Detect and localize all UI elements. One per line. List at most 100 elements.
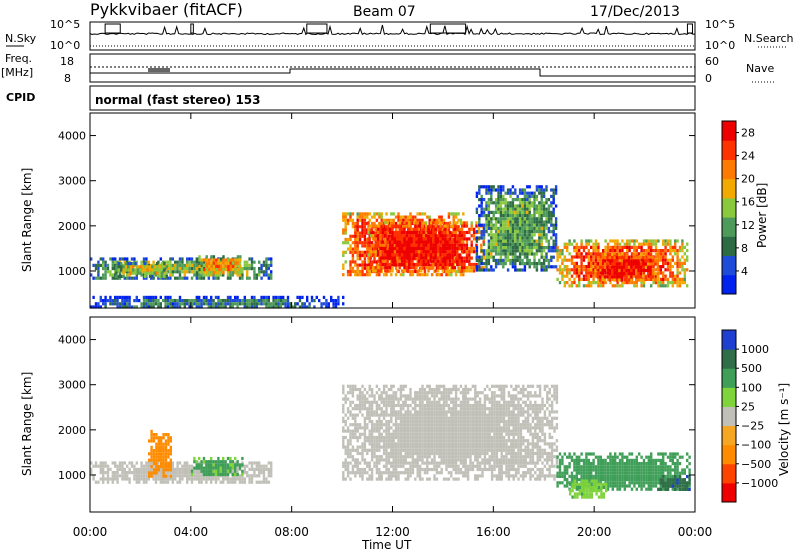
heatmap-cell [391,227,394,231]
heatmap-cell [394,448,398,452]
heatmap-cell [320,305,323,309]
heatmap-cell [592,242,595,246]
heatmap-cell [391,234,394,238]
heatmap-cell [286,295,290,299]
heatmap-cell [480,198,483,202]
heatmap-cell [231,471,234,475]
heatmap-cell [152,305,155,309]
heatmap-cell [128,461,131,465]
heatmap-cell [150,458,153,462]
heatmap-cell [550,220,553,224]
heatmap-cell [627,262,631,266]
heatmap-cell [367,224,370,228]
heatmap-cell [94,305,98,309]
heatmap-cell [358,250,362,254]
heatmap-cell [523,210,527,214]
heatmap-cell [392,394,395,398]
heatmap-cell [140,467,143,471]
heatmap-cell [147,305,150,309]
heatmap-cell [526,217,529,221]
heatmap-cell [174,276,177,280]
heatmap-cell [224,466,227,470]
heatmap-cell [390,461,393,465]
heatmap-cell [205,264,208,268]
heatmap-cell [535,210,539,214]
heatmap-cell [499,223,503,227]
heatmap-cell [511,204,515,208]
heatmap-cell [402,225,405,229]
heatmap-cell [482,266,485,270]
heatmap-cell [121,302,124,306]
heatmap-cell [530,236,534,240]
heatmap-cell [403,259,406,263]
heatmap-cell [650,245,653,249]
heatmap-cell [370,448,374,452]
heatmap-cell [606,252,610,256]
heatmap-cell [478,268,481,272]
heatmap-cell [178,267,182,271]
power-colorbar-tick-label: 20 [741,173,755,186]
heatmap-cell [497,226,500,230]
heatmap-cell [188,474,191,478]
heatmap-cell [157,442,160,446]
heatmap-cell [152,302,155,306]
heatmap-cell [424,243,428,247]
heatmap-cell [210,305,213,309]
heatmap-cell [241,463,244,467]
heatmap-cell [408,253,411,257]
heatmap-cell [152,276,155,280]
heatmap-cell [248,267,251,271]
heatmap-cell [485,249,488,253]
heatmap-cell [485,220,488,224]
heatmap-cell [210,264,213,268]
heatmap-cell [618,258,622,262]
heatmap-cell [518,258,522,262]
heatmap-cell [518,230,522,234]
heatmap-cell [664,274,667,278]
heatmap-cell [618,272,621,276]
heatmap-cell [155,458,158,462]
heatmap-cell [354,225,357,229]
freq-right-tick-bottom: 0 [705,72,712,85]
heatmap-cell [657,249,660,253]
heatmap-cell [408,266,411,270]
heatmap-cell [683,271,686,275]
heatmap-cell [344,448,347,452]
heatmap-cell [229,299,232,303]
heatmap-cell [135,480,138,484]
heatmap-cell [502,185,505,189]
heatmap-cell [556,255,559,259]
heatmap-cell [434,227,437,231]
heatmap-cell [611,259,614,263]
heatmap-cell [514,188,517,192]
heatmap-cell [545,236,548,240]
heatmap-cell [460,227,464,231]
heatmap-cell [397,400,400,404]
heatmap-cell [606,277,610,281]
heatmap-cell [367,256,370,260]
heatmap-cell [351,391,355,395]
heatmap-cell [430,218,434,222]
heatmap-cell [514,252,517,256]
heatmap-cell [198,264,201,268]
freq-panel-frame [89,53,696,83]
heatmap-cell [106,467,110,471]
heatmap-cell [521,226,524,230]
heatmap-cell [482,226,486,230]
power-colorbar-label: Power [dB] [755,183,769,248]
heatmap-cell [207,276,210,280]
heatmap-cell [463,224,466,228]
heatmap-cell [277,299,280,303]
heatmap-cell [381,234,385,238]
heatmap-cell [134,268,137,272]
heatmap-cell [155,455,158,459]
heatmap-cell [238,480,242,484]
heatmap-cell [526,255,529,259]
heatmap-cell [528,207,531,211]
heatmap-cell [152,464,155,468]
heatmap-cell [109,299,112,303]
heatmap-cell [394,477,398,481]
heatmap-cell [373,429,376,433]
heatmap-cell [370,260,374,264]
heatmap-cell [260,276,263,280]
